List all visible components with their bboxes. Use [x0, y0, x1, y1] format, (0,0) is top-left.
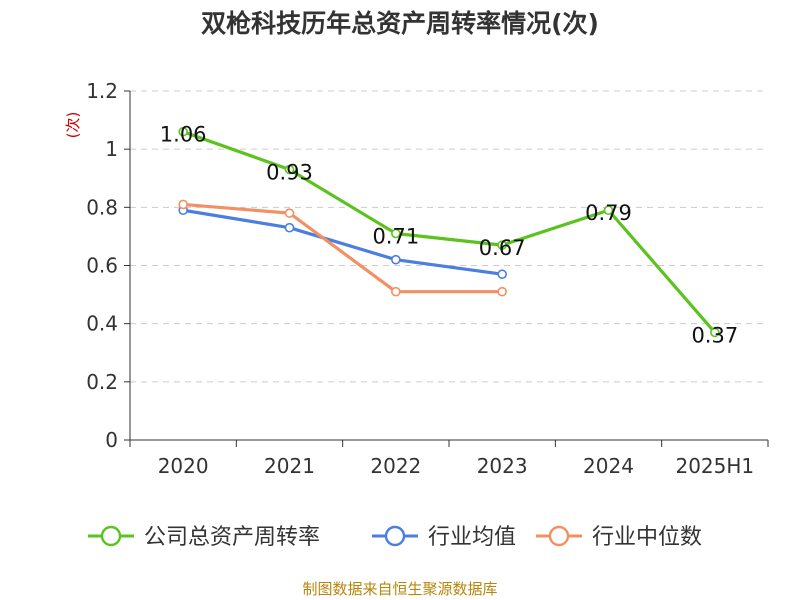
legend-label: 行业中位数 [592, 525, 702, 550]
data-point [284, 222, 295, 233]
series-line-0 [181, 130, 717, 334]
series-line-1 [181, 208, 504, 276]
data-source-note: 制图数据来自恒生聚源数据库 [302, 580, 498, 598]
data-point [391, 286, 401, 297]
x-tick-label: 2023 [477, 454, 528, 478]
x-tick-label: 2020 [158, 454, 209, 478]
y-tick-label: 1 [105, 137, 118, 161]
x-tick-label: 2024 [583, 454, 634, 478]
data-point [497, 269, 507, 280]
data-label: 0.37 [691, 323, 738, 347]
data-point [178, 199, 188, 210]
x-tick-label: 2021 [264, 454, 315, 478]
legend-label: 行业均值 [428, 525, 516, 550]
data-point [284, 208, 295, 218]
x-tick-label: 2025H1 [675, 454, 754, 478]
y-tick-label: 0.4 [86, 312, 118, 336]
x-tick-label: 2022 [370, 454, 421, 478]
chart-title: 双枪科技历年总资产周转率情况(次) [201, 9, 599, 38]
data-label: 0.71 [372, 225, 419, 249]
y-tick-label: 0.2 [86, 370, 118, 394]
data-point [497, 286, 507, 297]
data-point [284, 164, 295, 175]
legend-label: 公司总资产周转率 [144, 525, 320, 550]
data-point [391, 254, 401, 265]
legend-marker [384, 525, 406, 547]
data-point [391, 228, 401, 239]
y-tick-label: 1.2 [86, 79, 118, 103]
series-line-2 [181, 202, 504, 294]
legend-marker [548, 525, 570, 547]
data-label: 0.79 [585, 201, 632, 225]
data-point [497, 240, 507, 250]
data-point [178, 126, 188, 137]
legend-marker [100, 525, 122, 547]
data-point [710, 327, 720, 338]
y-tick-label: 0 [105, 428, 118, 452]
data-label: 1.06 [160, 123, 207, 147]
data-point [603, 205, 614, 216]
y-tick-label: 0.8 [86, 195, 118, 219]
data-label: 0.67 [479, 236, 526, 260]
y-axis-label: (次) [64, 112, 82, 139]
y-tick-label: 0.6 [86, 254, 118, 278]
data-label: 0.93 [266, 161, 313, 185]
